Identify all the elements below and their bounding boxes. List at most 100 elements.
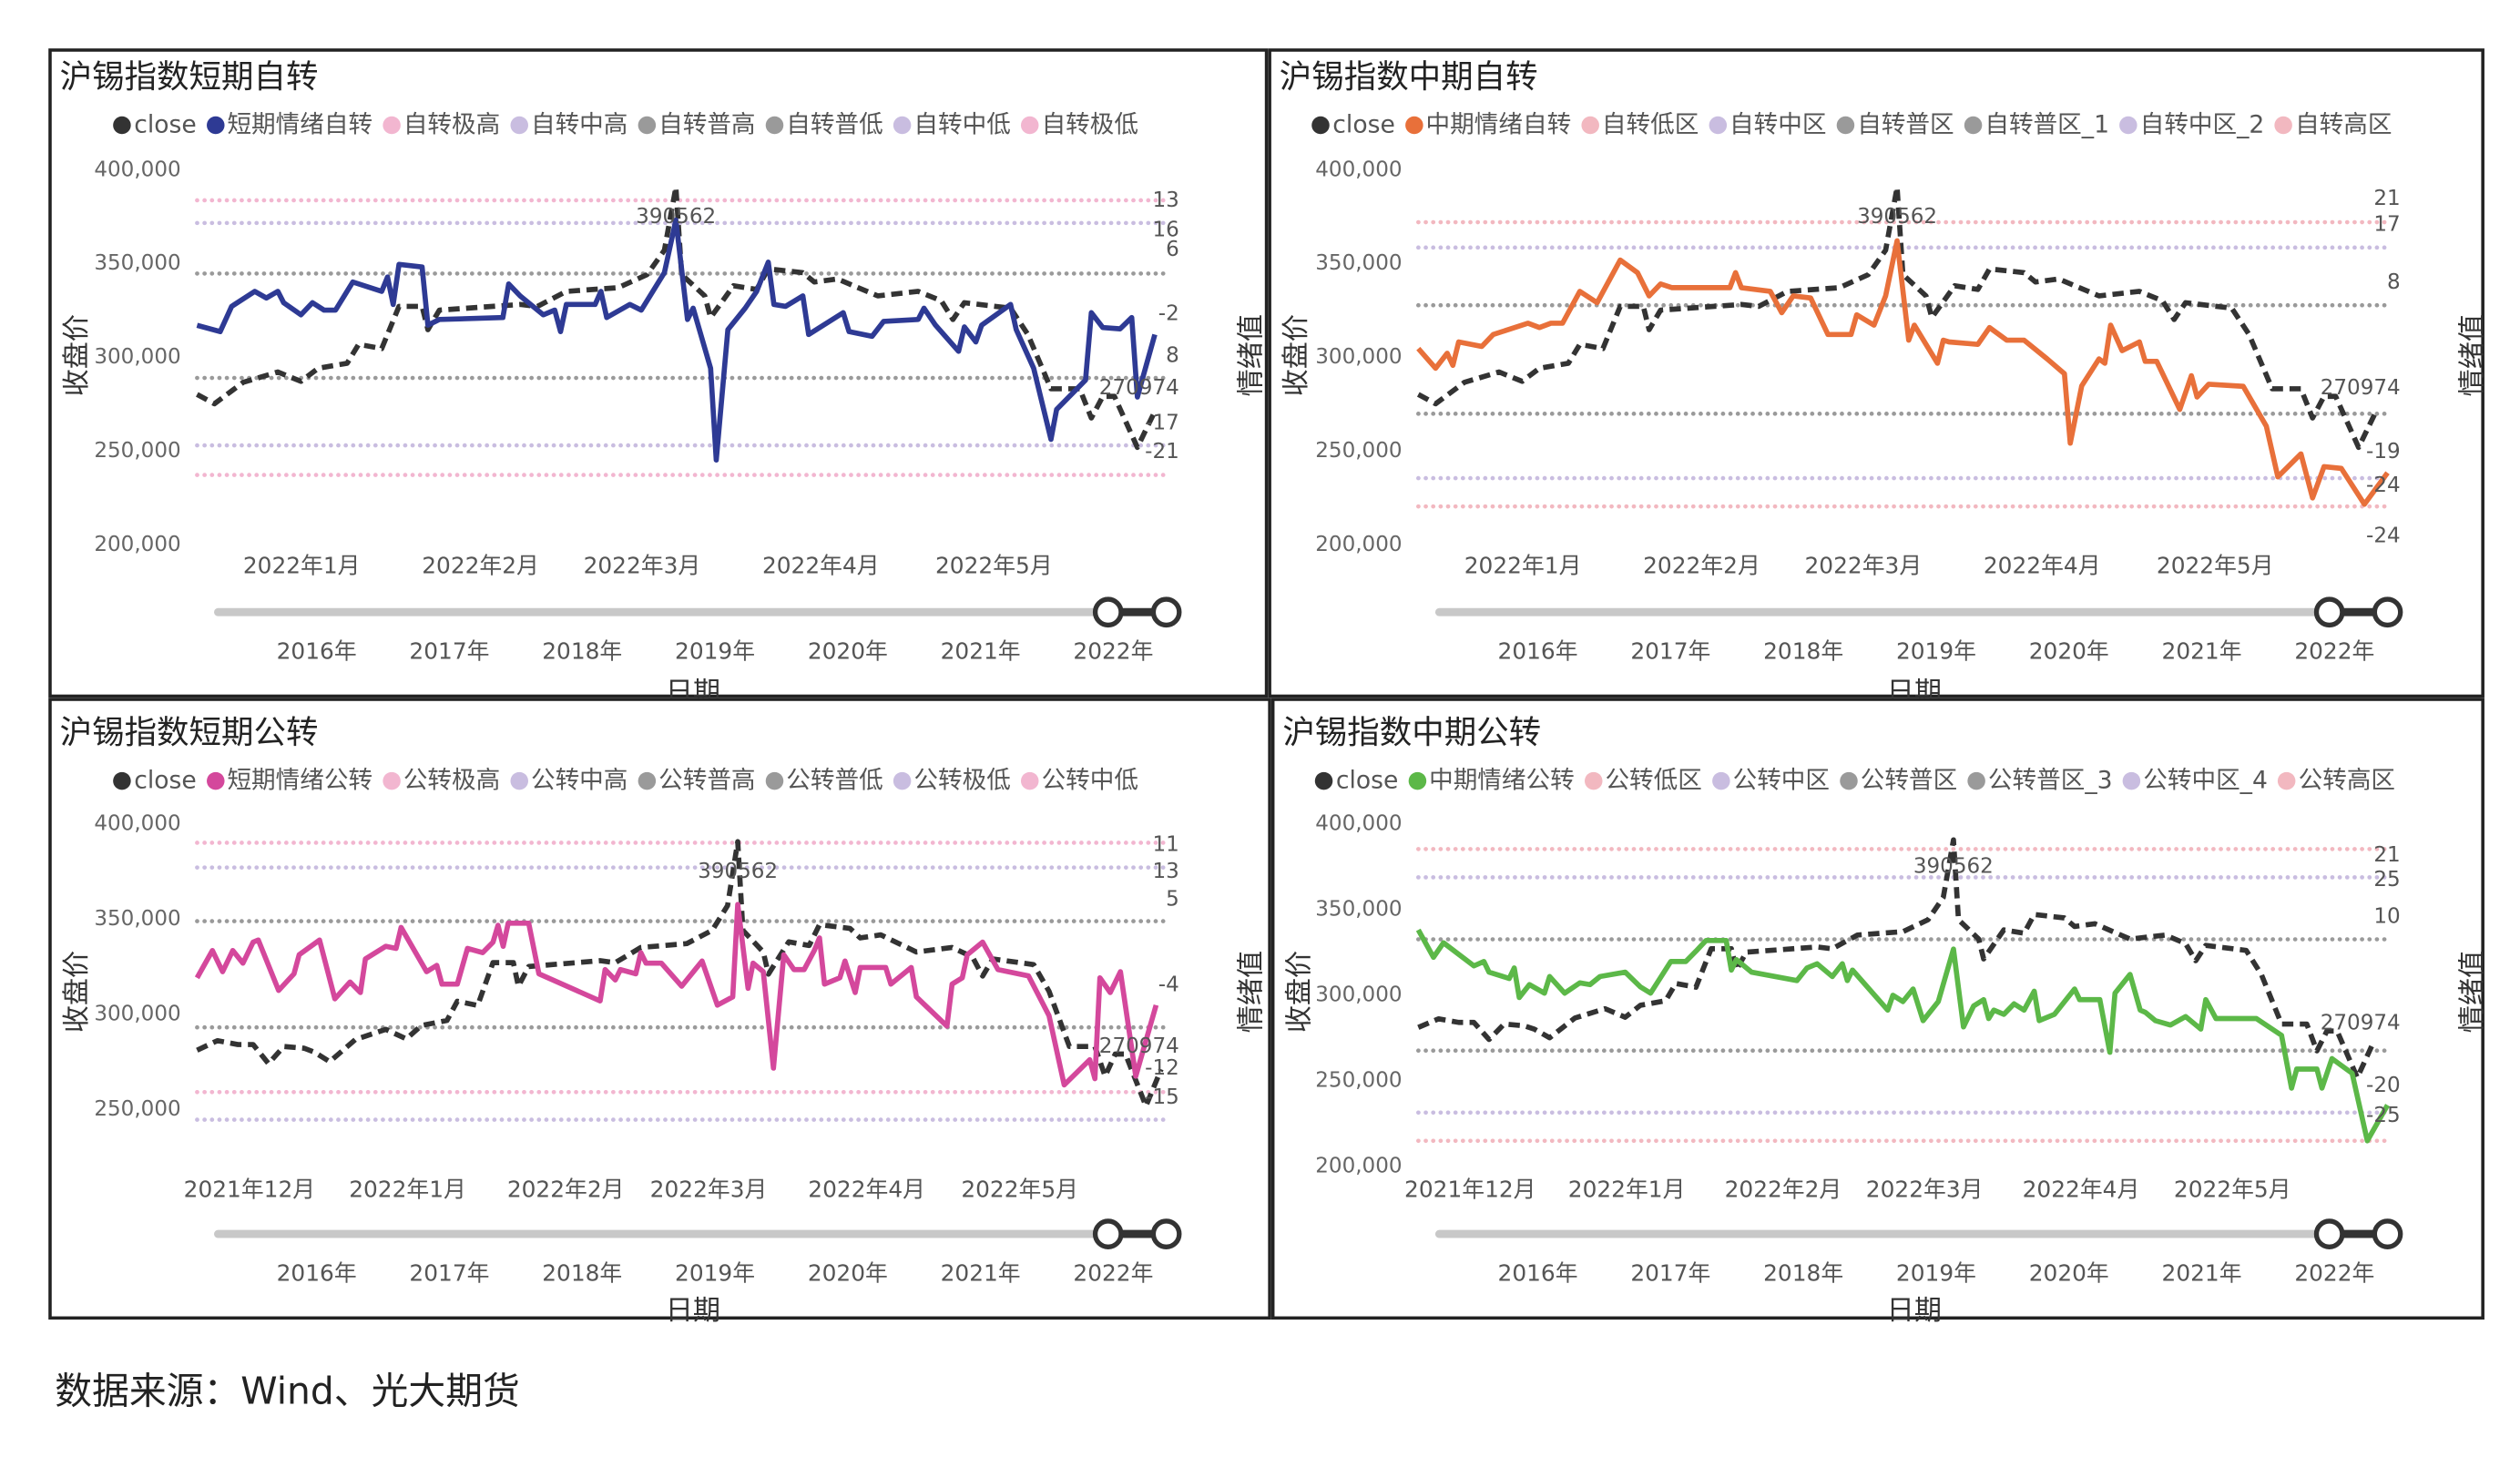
slider-year-label: 2022年 xyxy=(1073,1260,1153,1287)
sentiment-value-label: -17 xyxy=(1145,412,1179,435)
y-axis-title: 收盘价 xyxy=(61,314,93,396)
legend-item[interactable]: 自转极高 xyxy=(382,110,500,139)
slider-year-label: 2018年 xyxy=(542,1260,622,1287)
y-tick-label: 300,000 xyxy=(94,1003,180,1026)
x-tick-label: 2021年12月 xyxy=(1404,1176,1535,1202)
legend-item[interactable]: 中期情绪自转 xyxy=(1404,110,1571,139)
legend-dot-icon xyxy=(765,115,783,134)
legend-dot-icon xyxy=(1314,770,1333,790)
range-slider-end-handle[interactable] xyxy=(2372,596,2403,628)
y-tick-label: 200,000 xyxy=(1315,1155,1402,1178)
range-slider-start-handle[interactable] xyxy=(2313,1218,2345,1249)
legend-item[interactable]: 自转中高 xyxy=(509,110,627,139)
chart-legend: close 中期情绪自转 自转低区 自转中区 自转普区 自转普区_1 自转中区_2 自转高区 xyxy=(1311,110,2402,139)
legend-item[interactable]: 公转极高 xyxy=(382,766,500,795)
y-tick-label: 200,000 xyxy=(1315,533,1402,556)
legend-item[interactable]: 短期情绪公转 xyxy=(206,766,372,795)
legend-item[interactable]: 短期情绪自转 xyxy=(206,110,372,139)
legend-dot-icon xyxy=(1711,770,1730,790)
slider-year-label: 2019年 xyxy=(1896,638,1976,665)
legend-item[interactable]: 公转极低 xyxy=(893,766,1011,795)
legend-item[interactable]: 自转极低 xyxy=(1020,110,1138,139)
slider-year-label: 2017年 xyxy=(409,1260,489,1287)
data-source-note: 数据来源：Wind、光大期货 xyxy=(55,1370,520,1413)
legend-item[interactable]: 公转普高 xyxy=(638,766,756,795)
sentiment-value-label: 10 xyxy=(2373,905,2400,929)
legend-item[interactable]: 自转中低 xyxy=(893,110,1011,139)
y-tick-label: 350,000 xyxy=(94,907,180,931)
legend-label: 短期情绪公转 xyxy=(227,765,373,795)
sentiment-value-label: 8 xyxy=(1166,344,1179,368)
sentiment-value-label: 5 xyxy=(1166,888,1179,912)
legend-item[interactable]: 自转中区 xyxy=(1708,110,1827,139)
close-series-line xyxy=(1417,837,2375,1081)
legend-item[interactable]: 自转中区_2 xyxy=(2118,110,2264,139)
range-slider-start-handle[interactable] xyxy=(2313,596,2345,628)
slider-year-label: 2016年 xyxy=(277,638,357,665)
legend-dot-icon xyxy=(2274,115,2292,134)
sentiment-value-label: 17 xyxy=(2373,212,2400,236)
chart-plot: 400,000 350,000 300,000 250,000 390562 11 13 5 -… xyxy=(61,812,1267,1327)
close-series-line xyxy=(196,184,1158,451)
legend-item[interactable]: 自转普区_1 xyxy=(1964,110,2109,139)
slider-year-label: 2017年 xyxy=(1630,638,1710,665)
legend-item[interactable]: 公转中区 xyxy=(1711,765,1831,795)
legend-dot-icon xyxy=(1311,115,1330,134)
chart-panel-short-term-revolution: 沪锡指数短期公转 close 短期情绪公转 公转极高 公转中高 公转普高 公转普低 公转极低公… xyxy=(48,698,1271,1327)
x-tick-label: 2022年4月 xyxy=(808,1176,925,1202)
legend-item[interactable]: 公转普低 xyxy=(765,766,883,795)
sentiment-value-label: 21 xyxy=(2373,843,2400,867)
legend-item[interactable]: close xyxy=(113,110,197,139)
peak-value-label: 390562 xyxy=(1913,855,1994,879)
legend-item[interactable]: 自转普高 xyxy=(638,110,756,139)
legend-item[interactable]: 自转普低 xyxy=(765,110,883,139)
legend-dot-icon xyxy=(1839,770,1858,790)
slider-year-label: 2021年 xyxy=(2162,1260,2242,1287)
y-tick-label: 350,000 xyxy=(1315,251,1402,275)
x-tick-label: 2022年1月 xyxy=(349,1176,466,1202)
legend-item[interactable]: 公转低区 xyxy=(1584,766,1702,795)
legend-item[interactable]: 中期情绪公转 xyxy=(1408,766,1575,795)
sentiment-series-line xyxy=(1416,238,2390,507)
legend-dot-icon xyxy=(1580,115,1599,134)
y-tick-label: 250,000 xyxy=(1315,439,1402,463)
y2-axis-title: 情绪值 xyxy=(2456,951,2488,1033)
legend-label: 公转中高 xyxy=(530,765,628,795)
legend-dot-icon xyxy=(1408,770,1426,790)
y-tick-label: 300,000 xyxy=(94,345,180,369)
slider-year-label: 2020年 xyxy=(2029,1260,2109,1287)
legend-dot-icon xyxy=(638,115,656,134)
y-tick-label: 300,000 xyxy=(1315,345,1402,369)
chart-title: 沪锡指数短期公转 xyxy=(59,712,319,751)
legend-item[interactable]: 公转中高 xyxy=(509,765,628,795)
legend-dot-icon xyxy=(509,770,528,790)
range-slider-end-handle[interactable] xyxy=(2372,1218,2403,1249)
legend-label: close xyxy=(1332,109,1395,139)
legend-label: 公转中区 xyxy=(1732,765,1831,795)
sentiment-value-label: -15 xyxy=(1145,1085,1179,1109)
slider-year-label: 2017年 xyxy=(1630,1260,1710,1287)
range-slider-start-handle[interactable] xyxy=(1092,596,1124,628)
y2-axis-title: 情绪值 xyxy=(1235,951,1267,1033)
legend-item[interactable]: 公转中区_4 xyxy=(2122,766,2268,795)
legend-dot-icon xyxy=(893,115,911,134)
legend-label: 公转高区 xyxy=(2298,765,2396,795)
legend-item[interactable]: 公转普区 xyxy=(1839,766,1957,795)
legend-label: close xyxy=(1335,765,1399,795)
legend-item[interactable]: 自转高区 xyxy=(2274,110,2392,139)
slider-year-label: 2021年 xyxy=(2162,638,2242,665)
range-slider-end-handle[interactable] xyxy=(1150,596,1182,628)
x-tick-label: 2022年3月 xyxy=(584,553,701,579)
legend-item[interactable]: 自转低区 xyxy=(1580,110,1699,139)
legend-item[interactable]: 公转高区 xyxy=(2277,765,2396,795)
legend-label: close xyxy=(134,109,197,139)
legend-item[interactable]: 公转普区_3 xyxy=(1966,766,2113,795)
range-slider-start-handle[interactable] xyxy=(1092,1218,1124,1249)
legend-item[interactable]: 自转普区 xyxy=(1836,110,1954,139)
legend-item[interactable]: 公转中低 xyxy=(1020,766,1138,795)
y-tick-label: 350,000 xyxy=(1315,898,1402,922)
legend-item[interactable]: close xyxy=(1314,765,1399,795)
legend-item[interactable]: close xyxy=(113,766,197,795)
range-slider-end-handle[interactable] xyxy=(1150,1218,1182,1249)
legend-item[interactable]: close xyxy=(1311,110,1395,139)
